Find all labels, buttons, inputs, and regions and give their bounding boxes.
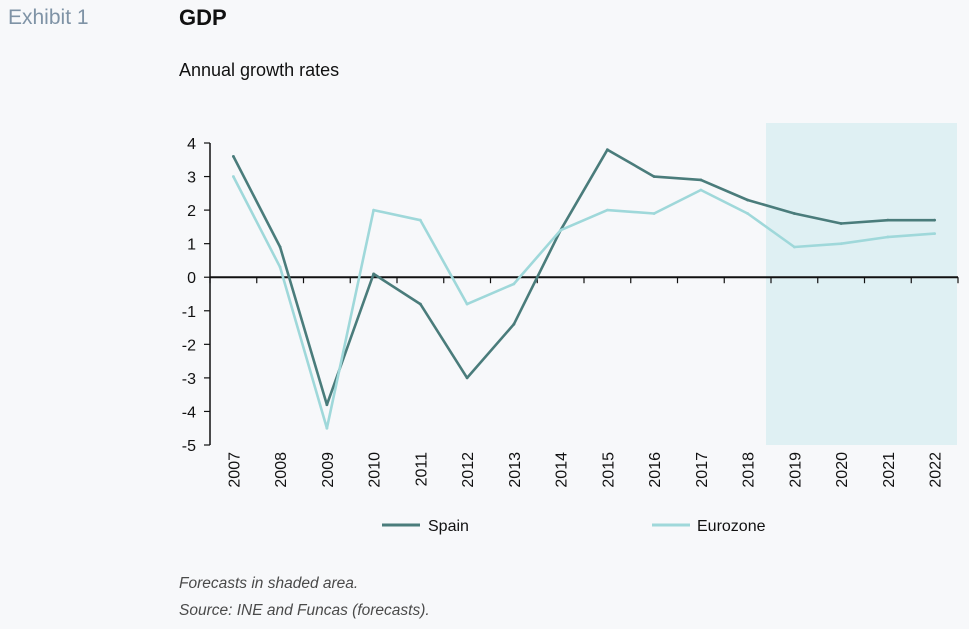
eurozone-point [559,228,563,232]
spain-point [418,302,422,306]
spain-point [792,212,796,215]
eurozone-point [746,212,750,215]
x-tick-label: 2014 [554,452,571,488]
y-tick-label: 4 [187,136,196,153]
eurozone-point [699,188,703,192]
source-note: Source: INE and Funcas (forecasts). [179,602,430,619]
exhibit-label: Exhibit 1 [8,6,89,29]
y-tick-label: -2 [182,337,196,354]
spain-point [372,272,376,276]
gdp-line-chart: 4 3 2 1 0 -1 -2 -3 -4 -5 2007 2008 2009 2010 2011 2012 2… [182,123,959,535]
eurozone-point [605,208,609,212]
spain-point [933,218,937,222]
eurozone-point [418,218,422,222]
spain-point [231,155,235,158]
spain-point [652,175,656,178]
y-tick-label: 3 [187,170,196,187]
x-tick-label: 2007 [226,452,243,488]
spain-point [465,376,469,380]
series-line-spain [232,148,935,407]
x-tick-label: 2011 [413,452,430,487]
y-tick-label: 0 [187,270,196,287]
series-line-eurozone [232,176,935,430]
spain-point [325,403,329,407]
eurozone-point [886,235,890,239]
eurozone-point [325,426,329,430]
chart-subtitle: Annual growth rates [179,60,340,80]
eurozone-point [792,245,796,249]
spain-point [699,178,703,182]
y-tick-label: -3 [182,371,196,388]
legend-label-eurozone: Eurozone [697,518,766,535]
x-tick-label: 2008 [273,452,290,488]
spain-point [605,148,609,152]
spain-point [512,322,516,326]
y-tick-label: 2 [187,203,196,220]
x-tick-label: 2009 [320,452,337,488]
forecast-shaded-area [766,123,957,445]
x-tick-label: 2017 [694,452,711,488]
legend-label-spain: Spain [428,518,469,535]
x-tick-label: 2022 [928,452,945,488]
x-tick-label: 2019 [787,452,804,488]
x-tick-label: 2020 [834,452,851,488]
eurozone-point [278,265,282,269]
x-tick-label: 2013 [507,452,524,488]
x-tick-label: 2018 [741,452,758,488]
y-tick-label: -4 [182,404,196,421]
x-tick-label: 2010 [367,452,384,488]
y-tick-label: 1 [187,237,196,254]
spain-point [839,222,843,225]
x-tick-label: 2012 [460,452,477,488]
y-tick-label: -1 [182,304,196,321]
spain-point [886,218,890,222]
x-tick-label: 2016 [647,452,664,488]
eurozone-point [372,208,376,212]
spain-point [746,198,750,202]
x-tick-label: 2015 [600,452,617,488]
eurozone-point [652,212,656,215]
eurozone-point [512,282,516,286]
eurozone-point [231,175,235,178]
eurozone-point [839,242,843,246]
chart-title: GDP [179,5,227,30]
spain-point [278,245,282,249]
x-tick-label: 2021 [881,452,898,488]
eurozone-point [465,302,469,306]
forecast-note: Forecasts in shaded area. [179,575,359,592]
eurozone-point [933,232,937,236]
y-tick-label: -5 [182,438,196,455]
